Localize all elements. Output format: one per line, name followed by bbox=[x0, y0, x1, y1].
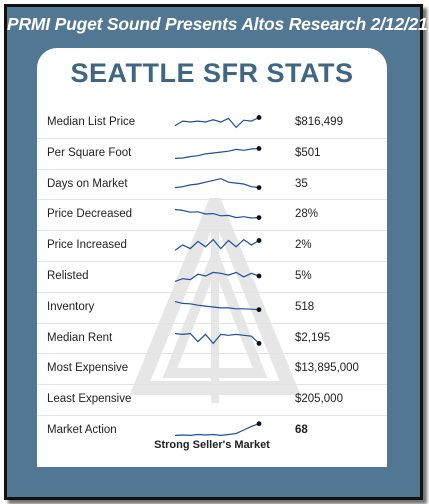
stat-value: $13,895,000 bbox=[295, 362, 359, 375]
stat-value: $816,499 bbox=[295, 116, 343, 128]
stat-row: Relisted 5% bbox=[37, 262, 387, 293]
header-title: PRMI Puget Sound Presents Altos Research… bbox=[7, 14, 428, 34]
sparkline-endpoint bbox=[256, 421, 262, 427]
sparkline-path bbox=[174, 209, 260, 219]
stat-label: Median List Price bbox=[47, 116, 136, 128]
sparkline-path bbox=[174, 332, 260, 344]
sparkline-endpoint bbox=[256, 273, 262, 279]
stats-frame: PRMI Puget Sound Presents Altos Research… bbox=[4, 4, 428, 500]
trend-sparkline bbox=[174, 177, 262, 190]
sparkline-endpoint bbox=[256, 145, 262, 151]
sparkline-path bbox=[174, 423, 260, 436]
market-status: Strong Seller's Market bbox=[154, 439, 270, 451]
stat-row: Price Decreased 28% bbox=[37, 200, 387, 232]
stat-label: Price Decreased bbox=[47, 208, 133, 221]
sparkline-endpoint bbox=[256, 215, 262, 221]
sparkline-endpoint bbox=[256, 307, 262, 312]
trend-sparkline bbox=[174, 332, 262, 346]
sparkline-path bbox=[174, 300, 260, 311]
logo-watermark bbox=[130, 198, 300, 403]
stat-label: Median Rent bbox=[47, 331, 113, 344]
stat-label: Market Action bbox=[47, 423, 117, 436]
stats-table: Median List Price $816,499 Per Square Foot… bbox=[37, 108, 387, 446]
stat-value: 68 bbox=[295, 423, 308, 436]
stat-label: Price Increased bbox=[47, 239, 127, 252]
sparkline-path bbox=[174, 116, 260, 129]
stat-value: 518 bbox=[295, 300, 315, 313]
sparkline-path bbox=[174, 147, 260, 159]
trend-sparkline bbox=[174, 421, 262, 436]
stat-label: Days on Market bbox=[47, 177, 128, 190]
stat-value: $501 bbox=[295, 146, 321, 159]
sparkline-endpoint bbox=[256, 184, 262, 190]
stats-card: SEATTLE SFR STATS Median List Price $816,… bbox=[37, 48, 387, 467]
stat-value: $205,000 bbox=[295, 393, 343, 406]
stat-row: Days on Market 35 bbox=[37, 170, 387, 201]
trend-sparkline bbox=[174, 209, 262, 221]
sparkline-path bbox=[174, 177, 260, 188]
trend-sparkline bbox=[174, 271, 262, 282]
stat-label: Per Square Foot bbox=[47, 146, 132, 159]
sparkline-endpoint bbox=[256, 340, 262, 346]
sparkline-path bbox=[174, 271, 260, 282]
trend-sparkline bbox=[174, 115, 262, 129]
stat-row: Inventory 518 bbox=[37, 293, 387, 324]
stat-row: Median List Price $816,499 bbox=[37, 108, 387, 139]
stat-row: Price Increased 2% bbox=[37, 231, 387, 262]
stat-row: Median Rent $2,195 bbox=[37, 324, 387, 355]
sparkline-path bbox=[174, 238, 260, 252]
stat-value: $2,195 bbox=[295, 331, 331, 344]
trend-sparkline bbox=[174, 300, 262, 312]
stat-row: Market Action 68 bbox=[37, 416, 387, 446]
stat-value: 5% bbox=[295, 269, 312, 282]
stat-row: Most Expensive $13,895,000 bbox=[37, 354, 387, 386]
trend-sparkline bbox=[174, 145, 262, 159]
sparkline-endpoint bbox=[256, 238, 262, 244]
stat-value: 35 bbox=[295, 177, 308, 190]
stat-row: Least Expensive $205,000 bbox=[37, 385, 387, 416]
trend-sparkline bbox=[174, 238, 262, 252]
stat-value: 28% bbox=[295, 208, 319, 221]
stat-value: 2% bbox=[295, 239, 312, 252]
stat-label: Inventory bbox=[47, 300, 95, 313]
stat-label: Most Expensive bbox=[47, 362, 129, 375]
stat-row: Per Square Foot $501 bbox=[37, 139, 387, 170]
page-title: SEATTLE SFR STATS bbox=[70, 58, 354, 88]
sparkline-endpoint bbox=[256, 115, 262, 120]
stat-label: Least Expensive bbox=[47, 393, 132, 406]
stat-label: Relisted bbox=[47, 269, 89, 282]
